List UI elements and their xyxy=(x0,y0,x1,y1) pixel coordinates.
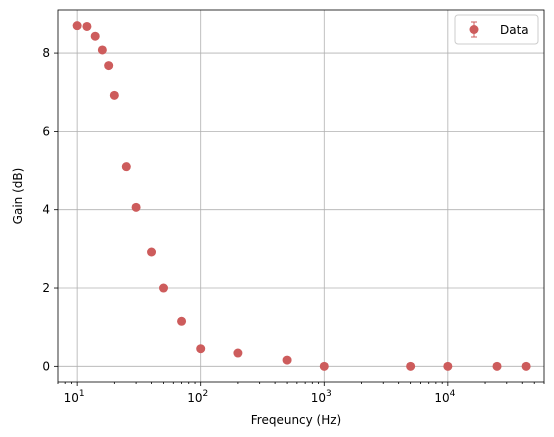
data-point xyxy=(131,202,141,212)
data-point xyxy=(177,316,187,326)
x-tick-label: 104 xyxy=(434,389,455,405)
data-point xyxy=(319,361,329,371)
y-tick-label: 2 xyxy=(42,281,50,295)
y-axis-label: Gain (dB) xyxy=(11,168,25,225)
data-point xyxy=(282,355,292,365)
x-tick-label: 102 xyxy=(187,389,208,405)
y-tick-label: 4 xyxy=(42,203,50,217)
data-point xyxy=(90,31,100,41)
data-point xyxy=(109,90,119,100)
data-point xyxy=(72,21,82,31)
data-point xyxy=(82,21,92,31)
x-tick-label-base: 10 xyxy=(311,391,326,405)
legend-label: Data xyxy=(500,23,529,37)
x-tick-label: 101 xyxy=(64,389,85,405)
y-axis-ticks: 0 2 4 6 8 xyxy=(42,46,58,373)
data-point xyxy=(147,247,157,257)
x-tick-label-base: 10 xyxy=(434,391,449,405)
legend: Data xyxy=(454,14,539,45)
x-tick-label-base: 10 xyxy=(64,391,79,405)
y-tick-label: 0 xyxy=(42,359,50,373)
data-point xyxy=(196,344,206,354)
x-tick-label-exponent: 2 xyxy=(202,389,208,399)
y-tick-label: 8 xyxy=(42,46,50,60)
x-tick-label-exponent: 4 xyxy=(450,389,456,399)
x-axis-ticks: 101 102 103 104 xyxy=(57,382,545,405)
data-point xyxy=(97,45,107,55)
legend-marker xyxy=(469,25,479,34)
data-points xyxy=(72,21,531,371)
data-point xyxy=(159,283,169,293)
plot-frame xyxy=(57,9,545,383)
x-axis-label: Freqeuncy (Hz) xyxy=(251,413,342,427)
data-point xyxy=(492,361,502,371)
x-tick-label-base: 10 xyxy=(187,391,202,405)
x-tick-label-exponent: 1 xyxy=(79,389,85,399)
data-point xyxy=(233,348,243,358)
x-tick-label: 103 xyxy=(311,389,332,405)
x-tick-label-exponent: 3 xyxy=(326,389,332,399)
y-tick-label: 6 xyxy=(42,124,50,138)
data-point xyxy=(104,61,114,71)
data-point xyxy=(406,361,416,371)
data-point xyxy=(121,162,131,172)
data-point xyxy=(443,361,453,371)
data-point xyxy=(521,361,531,371)
